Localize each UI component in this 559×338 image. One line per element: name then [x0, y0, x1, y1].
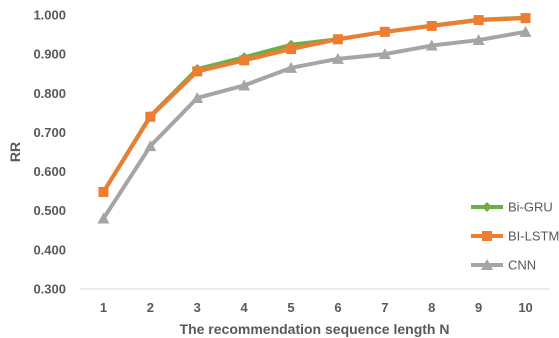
data-point-cnn [144, 140, 157, 152]
series-layer [97, 12, 532, 224]
x-tick-label: 2 [147, 300, 154, 315]
legend-label: CNN [508, 258, 536, 273]
data-point-bi-lstm [286, 44, 297, 55]
data-point-cnn [425, 39, 438, 51]
legend-label: BI-LSTM [508, 229, 559, 244]
x-tick-label: 4 [241, 300, 249, 315]
data-point-bi-lstm [98, 186, 109, 197]
x-tick-label: 1 [100, 300, 107, 315]
data-point-cnn [519, 25, 532, 37]
legend-marker [482, 231, 492, 241]
x-tick-label: 3 [194, 300, 201, 315]
y-tick-label: 0.900 [33, 47, 66, 62]
y-axis-ticks: 0.300 0.400 0.500 0.600 0.700 0.800 0.900 1.000 [33, 8, 66, 297]
data-point-cnn [238, 79, 251, 91]
data-point-cnn [472, 34, 485, 46]
x-axis-ticks: 1 2 3 4 5 6 7 8 9 10 [100, 300, 533, 315]
data-point-bi-lstm [145, 111, 156, 122]
data-point-bi-lstm [332, 34, 343, 45]
y-tick-label: 1.000 [33, 8, 66, 23]
data-point-bi-lstm [239, 55, 250, 66]
data-point-bi-lstm [379, 26, 390, 37]
y-tick-label: 0.400 [33, 242, 66, 257]
legend-item-bi-gru: Bi-GRU [471, 200, 553, 215]
x-tick-label: 10 [518, 300, 532, 315]
data-point-cnn [97, 212, 110, 224]
data-point-bi-lstm [426, 20, 437, 31]
data-point-bi-lstm [473, 15, 484, 26]
legend-marker [482, 202, 492, 212]
series-line-bi-lstm [101, 16, 526, 193]
x-axis-title: The recommendation sequence length N [180, 321, 450, 337]
y-tick-label: 0.700 [33, 125, 66, 140]
legend-item-bi-lstm: BI-LSTM [471, 229, 559, 244]
data-point-cnn [191, 91, 204, 103]
x-tick-label: 7 [381, 300, 388, 315]
x-tick-label: 5 [287, 300, 294, 315]
x-tick-label: 6 [334, 300, 341, 315]
x-tick-label: 9 [475, 300, 482, 315]
x-tick-label: 8 [428, 300, 435, 315]
series-cnn [97, 25, 532, 224]
data-point-bi-lstm [192, 66, 203, 77]
y-tick-label: 0.500 [33, 203, 66, 218]
data-point-cnn [285, 61, 298, 73]
y-axis-title: RR [7, 142, 23, 162]
data-point-bi-lstm [520, 13, 531, 24]
y-tick-label: 0.800 [33, 86, 66, 101]
legend-item-cnn: CNN [471, 258, 536, 273]
data-point-cnn [378, 48, 391, 60]
data-point-cnn [331, 52, 344, 64]
legend-label: Bi-GRU [508, 200, 553, 215]
legend-marker [481, 259, 493, 270]
y-tick-label: 0.300 [33, 282, 66, 297]
legend: Bi-GRU BI-LSTM CNN [471, 200, 559, 273]
series-line-cnn [101, 29, 526, 220]
y-tick-label: 0.600 [33, 164, 66, 179]
series-bi-lstm [98, 13, 531, 197]
